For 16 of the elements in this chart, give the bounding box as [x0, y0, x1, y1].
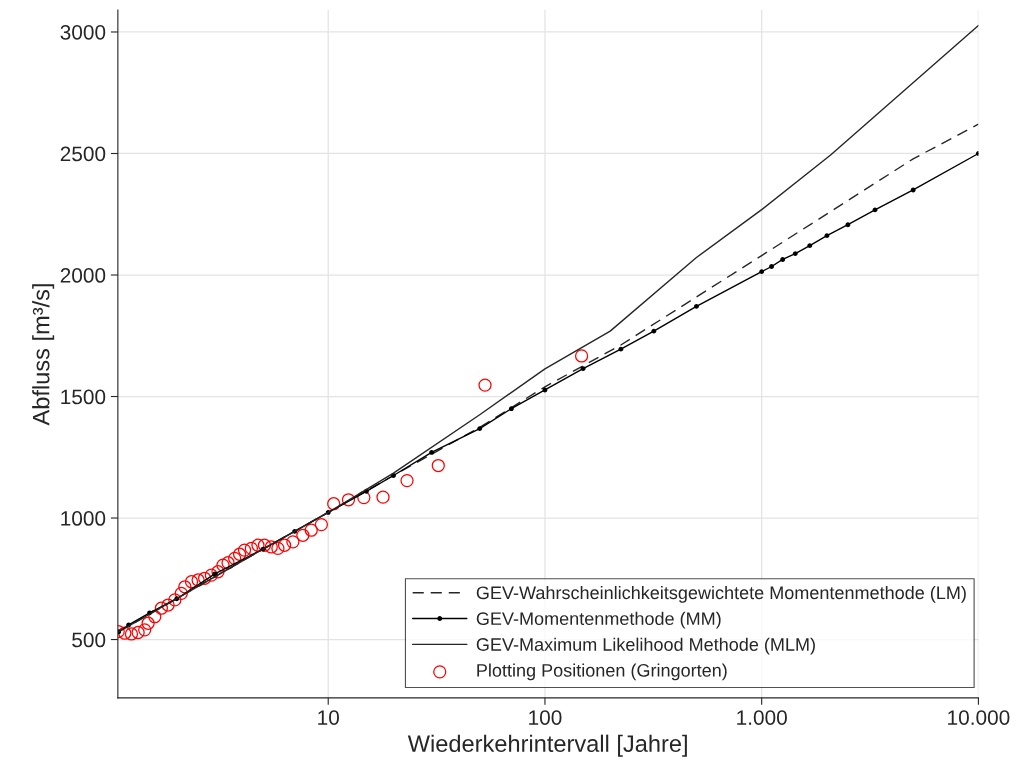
- y-tick-label: 2000: [60, 268, 106, 283]
- y-tick-label: 3000: [60, 24, 106, 40]
- legend-label: GEV-Maximum Likelihood Methode (MLM): [476, 637, 815, 655]
- y-tick-label: 500: [72, 632, 106, 648]
- legend-label: GEV-Momentenmethode (MM): [476, 611, 721, 629]
- x-tick-label: 1.000: [737, 710, 787, 725]
- x-tick-label: 10.000: [948, 710, 1010, 725]
- legend-label: Plotting Positionen (Gringorten): [477, 663, 727, 681]
- x-tick-label: 10: [318, 710, 339, 725]
- x-tick-label: 100: [529, 710, 562, 725]
- y-axis-title: Abfluss [m³/s]: [32, 284, 55, 426]
- x-axis-title: Wiederkehrintervall [Jahre]: [407, 734, 687, 757]
- legend-label: GEV-Wahrscheinlichkeitsgewichtete Momentenmethode (LM): [476, 585, 966, 603]
- y-tick-label: 2500: [60, 146, 106, 162]
- y-tick-label: 1500: [61, 389, 106, 405]
- y-tick-label: 1000: [61, 511, 106, 526]
